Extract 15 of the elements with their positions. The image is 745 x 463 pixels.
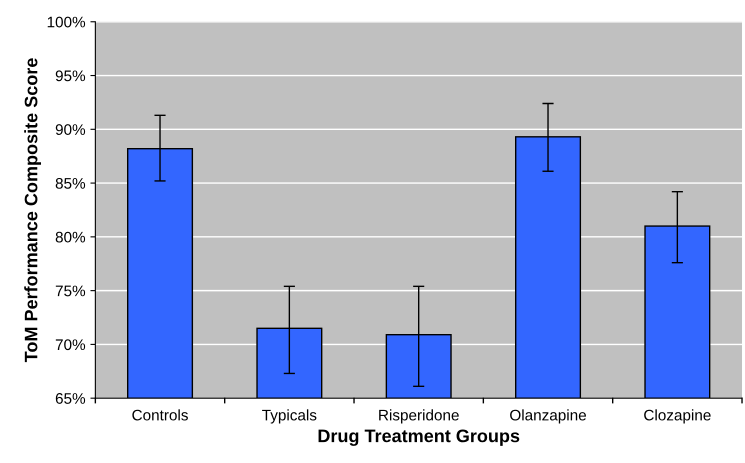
y-tick-label: 85% <box>56 178 86 189</box>
x-tick-label: Olanzapine <box>510 409 586 424</box>
x-tick-label: Risperidone <box>379 409 459 424</box>
y-tick-label: 65% <box>56 393 86 404</box>
x-tick-label: Clozapine <box>644 409 711 424</box>
y-tick-label: 80% <box>56 232 86 243</box>
x-axis-title: Drug Treatment Groups <box>318 429 520 446</box>
y-tick-label: 95% <box>56 70 86 82</box>
x-tick-label: Controls <box>132 409 188 421</box>
y-tick-label: 90% <box>56 124 86 135</box>
y-tick-label: 100% <box>48 16 86 28</box>
y-tick-label: 70% <box>56 339 86 350</box>
y-tick-label: 75% <box>56 286 86 296</box>
y-axis-title: ToM Performance Composite Score <box>24 58 42 362</box>
x-tick-label: Typicals <box>262 409 316 424</box>
